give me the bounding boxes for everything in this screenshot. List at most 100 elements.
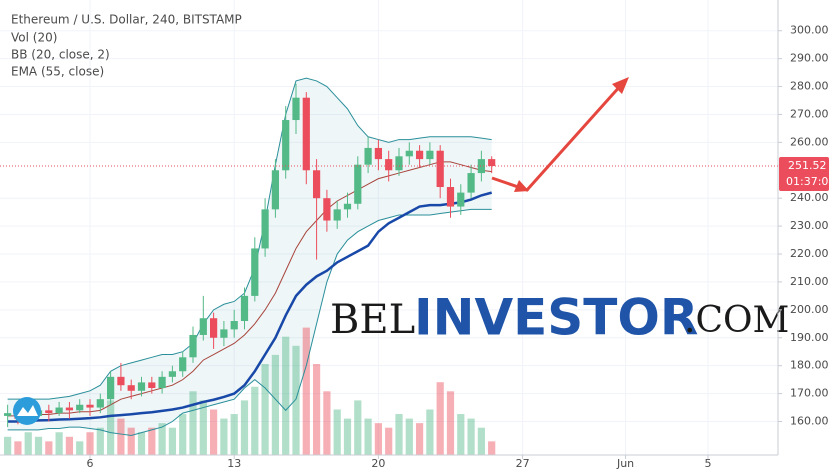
candle-body: [168, 371, 177, 377]
volume-bar: [210, 409, 218, 455]
y-tick-label: 200.00: [790, 303, 829, 316]
candle-body: [488, 159, 496, 167]
candle-body: [86, 404, 94, 408]
bb-fill: [7, 78, 492, 436]
candle-body: [333, 209, 341, 221]
volume-bar: [107, 400, 115, 455]
candle-body: [385, 159, 393, 171]
volume-bar: [199, 400, 207, 455]
volume-bar: [364, 418, 372, 455]
volume-bar: [230, 414, 238, 455]
volume-bar: [333, 409, 341, 455]
candle-body: [251, 248, 259, 296]
volume-bar: [446, 391, 455, 455]
logo-icon: [17, 405, 38, 416]
volume-bar: [312, 364, 321, 455]
y-tick-label: 230.00: [790, 219, 829, 232]
indicator-label: EMA (55, close): [11, 65, 104, 79]
volume-bar: [14, 441, 22, 455]
arrow-head-mid: [514, 180, 529, 192]
candle-body: [415, 150, 424, 160]
volume-bar: [282, 336, 290, 455]
x-tick-label: 27: [516, 457, 530, 470]
candle-body: [292, 97, 300, 121]
volume-bar: [240, 400, 249, 455]
volume-bar: [4, 436, 12, 455]
volume-bar: [127, 427, 135, 455]
volume-bar: [271, 354, 280, 455]
y-tick-label: 180.00: [790, 359, 829, 372]
arrow-head: [612, 77, 629, 94]
volume-bar: [251, 386, 259, 455]
candle-body: [477, 159, 485, 174]
volume-bar: [354, 400, 362, 455]
candle-body: [343, 203, 352, 210]
volume-bar: [24, 432, 32, 455]
volume-bar: [477, 427, 485, 455]
volume-bar: [220, 418, 228, 455]
candle-body: [467, 173, 475, 193]
volume-bar: [426, 409, 434, 455]
candle-body: [117, 376, 125, 386]
bb-upper-line: [7, 77, 492, 400]
indicator-label: Vol (20): [11, 31, 57, 45]
last-price-label: 251.52: [788, 159, 827, 172]
candle-body: [179, 357, 187, 372]
candle-body: [76, 404, 84, 411]
watermark-bel: BEL: [330, 297, 415, 343]
volume-bar: [189, 391, 197, 455]
candle-body: [199, 318, 207, 335]
volume-bar: [405, 418, 413, 455]
y-tick-label: 270.00: [790, 107, 829, 120]
last-price-box: [779, 157, 829, 192]
watermark-investor: INVESTOR: [414, 289, 698, 347]
candle-body: [137, 382, 146, 391]
plot-area: [4, 77, 496, 455]
x-tick-label: 6: [87, 457, 94, 470]
x-tick-label: 5: [704, 457, 711, 470]
y-tick-label: 240.00: [790, 191, 829, 204]
watermark-com: .COM: [684, 300, 789, 341]
volume-bar: [467, 418, 475, 455]
volume-bar: [292, 345, 300, 455]
candle-body: [446, 187, 455, 207]
volume-bar: [415, 423, 424, 455]
logo: [13, 397, 41, 425]
candle-body: [127, 385, 135, 391]
y-tick-label: 280.00: [790, 80, 829, 93]
volume-bar: [488, 441, 496, 455]
candle-body: [261, 209, 269, 249]
logo-circle: [13, 397, 41, 425]
bb-middle-line: [7, 161, 492, 417]
candle-body: [230, 321, 238, 330]
volume-bar: [137, 432, 146, 455]
y-tick-label: 220.00: [790, 247, 829, 260]
candle-body: [148, 382, 156, 389]
volume-bar: [168, 427, 177, 455]
y-tick-label: 160.00: [790, 415, 829, 428]
candle-body: [457, 192, 465, 207]
candle-body: [426, 150, 434, 160]
candle-body: [374, 147, 382, 160]
bb-lower-line: [7, 208, 492, 436]
candle-body: [282, 120, 290, 171]
volume-bar: [179, 414, 187, 455]
y-tick-label: 190.00: [790, 331, 829, 344]
volume-bar: [457, 414, 465, 455]
volume-bar: [436, 382, 444, 455]
candle-body: [271, 170, 280, 210]
x-tick-label: Jun: [616, 457, 634, 470]
candle-body: [210, 318, 218, 338]
countdown-label: 01:37:04: [786, 175, 835, 188]
x-tick-label: 20: [371, 457, 385, 470]
volume-bar: [343, 418, 352, 455]
candle-body: [189, 334, 197, 358]
volume-bar: [261, 364, 269, 455]
candle-body: [312, 170, 321, 199]
volume-bar: [76, 441, 84, 455]
volume-bar: [45, 441, 53, 455]
y-tick-label: 260.00: [790, 135, 829, 148]
candle-body: [436, 150, 444, 188]
volume-bar: [148, 427, 156, 455]
